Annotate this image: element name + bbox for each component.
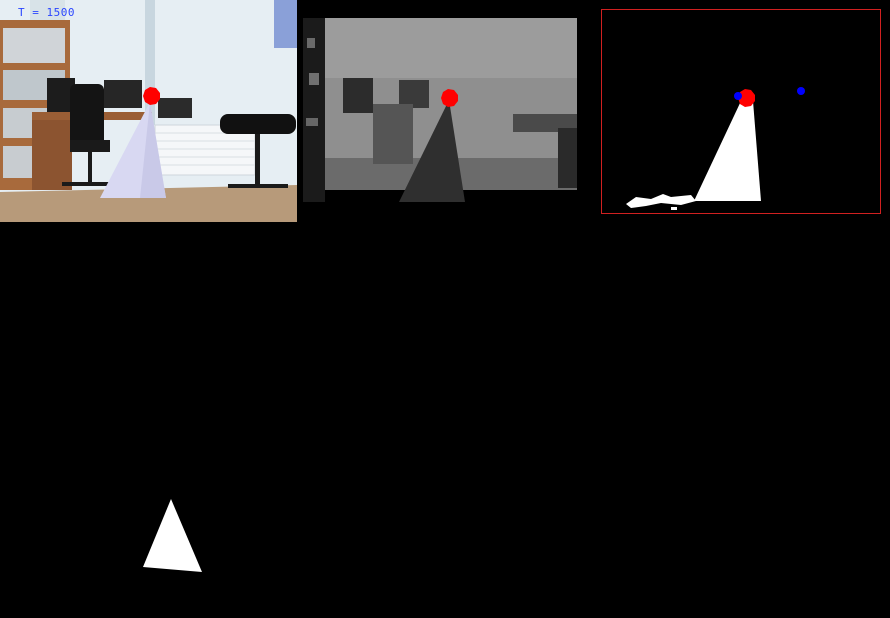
depth-cone (399, 100, 465, 202)
rgb-scene (0, 0, 297, 222)
target-point-icon (797, 87, 805, 95)
tracking-marker-icon (738, 89, 755, 107)
mask-scene (601, 9, 881, 214)
window-blinds (274, 0, 297, 48)
mask-cone (694, 101, 761, 201)
estimated-point-icon (734, 92, 742, 100)
detected-shape-view (0, 480, 300, 590)
rgb-camera-view: T = 1500 (0, 0, 297, 222)
tracking-marker-icon (441, 89, 458, 107)
silhouette-scene (143, 499, 202, 572)
tracking-marker-icon (143, 87, 160, 105)
stool (220, 114, 296, 134)
depth-scene (303, 18, 577, 220)
office-chair (70, 84, 104, 146)
wall-column (145, 0, 155, 125)
timer-readout: T = 1500 (18, 6, 75, 19)
detected-cone-shape (143, 499, 202, 572)
segmentation-mask-view (601, 9, 881, 214)
depth-map-view (303, 18, 577, 220)
floor (0, 185, 297, 222)
depth-shadow-region (343, 78, 373, 113)
mask-noise (626, 194, 696, 208)
shelf-items (3, 28, 65, 63)
printer (158, 98, 192, 118)
